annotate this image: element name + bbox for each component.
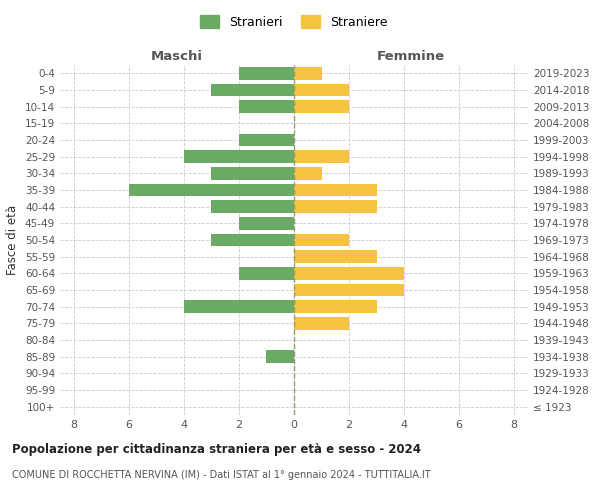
Bar: [294, 167, 322, 179]
Bar: [294, 200, 377, 213]
Bar: [211, 234, 294, 246]
Bar: [239, 267, 294, 280]
Bar: [294, 100, 349, 113]
Bar: [294, 67, 322, 80]
Y-axis label: Anni di nascita: Anni di nascita: [596, 196, 600, 284]
Bar: [184, 300, 294, 313]
Y-axis label: Fasce di età: Fasce di età: [7, 205, 19, 275]
Bar: [211, 84, 294, 96]
Text: Popolazione per cittadinanza straniera per età e sesso - 2024: Popolazione per cittadinanza straniera p…: [12, 442, 421, 456]
Bar: [266, 350, 294, 363]
Bar: [294, 267, 404, 280]
Bar: [294, 317, 349, 330]
Bar: [294, 250, 377, 263]
Bar: [294, 150, 349, 163]
Bar: [184, 150, 294, 163]
Bar: [239, 217, 294, 230]
Text: COMUNE DI ROCCHETTA NERVINA (IM) - Dati ISTAT al 1° gennaio 2024 - TUTTITALIA.IT: COMUNE DI ROCCHETTA NERVINA (IM) - Dati …: [12, 470, 431, 480]
Bar: [294, 84, 349, 96]
Text: Maschi: Maschi: [151, 50, 203, 62]
Bar: [294, 234, 349, 246]
Bar: [294, 300, 377, 313]
Bar: [239, 100, 294, 113]
Text: Femmine: Femmine: [377, 50, 445, 62]
Bar: [211, 200, 294, 213]
Bar: [129, 184, 294, 196]
Bar: [294, 184, 377, 196]
Bar: [294, 284, 404, 296]
Bar: [239, 134, 294, 146]
Bar: [211, 167, 294, 179]
Legend: Stranieri, Straniere: Stranieri, Straniere: [197, 11, 391, 32]
Bar: [239, 67, 294, 80]
